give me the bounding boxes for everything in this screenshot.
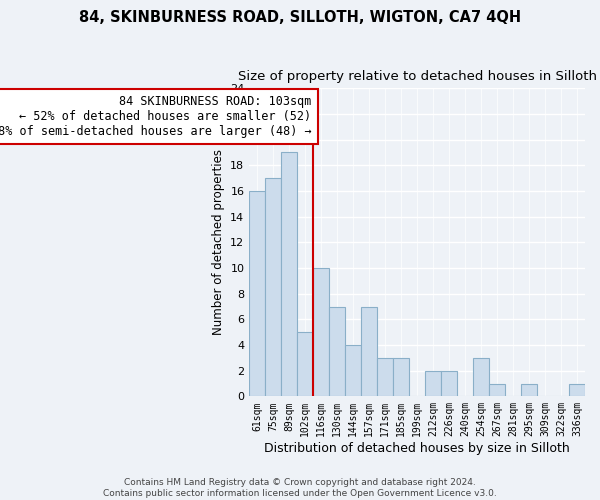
Bar <box>441 370 457 396</box>
Bar <box>521 384 537 396</box>
Bar <box>393 358 409 397</box>
Bar <box>313 268 329 396</box>
Bar <box>249 191 265 396</box>
Bar <box>281 152 297 396</box>
Bar <box>569 384 585 396</box>
Title: Size of property relative to detached houses in Silloth: Size of property relative to detached ho… <box>238 70 596 83</box>
Bar <box>265 178 281 396</box>
Bar <box>473 358 489 397</box>
Bar <box>489 384 505 396</box>
Text: Contains HM Land Registry data © Crown copyright and database right 2024.
Contai: Contains HM Land Registry data © Crown c… <box>103 478 497 498</box>
Y-axis label: Number of detached properties: Number of detached properties <box>212 150 224 336</box>
Bar <box>425 370 441 396</box>
X-axis label: Distribution of detached houses by size in Silloth: Distribution of detached houses by size … <box>264 442 570 455</box>
Bar <box>361 306 377 396</box>
Bar <box>329 306 345 396</box>
Bar <box>377 358 393 397</box>
Bar <box>297 332 313 396</box>
Bar <box>345 345 361 397</box>
Text: 84, SKINBURNESS ROAD, SILLOTH, WIGTON, CA7 4QH: 84, SKINBURNESS ROAD, SILLOTH, WIGTON, C… <box>79 10 521 25</box>
Text: 84 SKINBURNESS ROAD: 103sqm
← 52% of detached houses are smaller (52)
48% of sem: 84 SKINBURNESS ROAD: 103sqm ← 52% of det… <box>0 94 311 138</box>
